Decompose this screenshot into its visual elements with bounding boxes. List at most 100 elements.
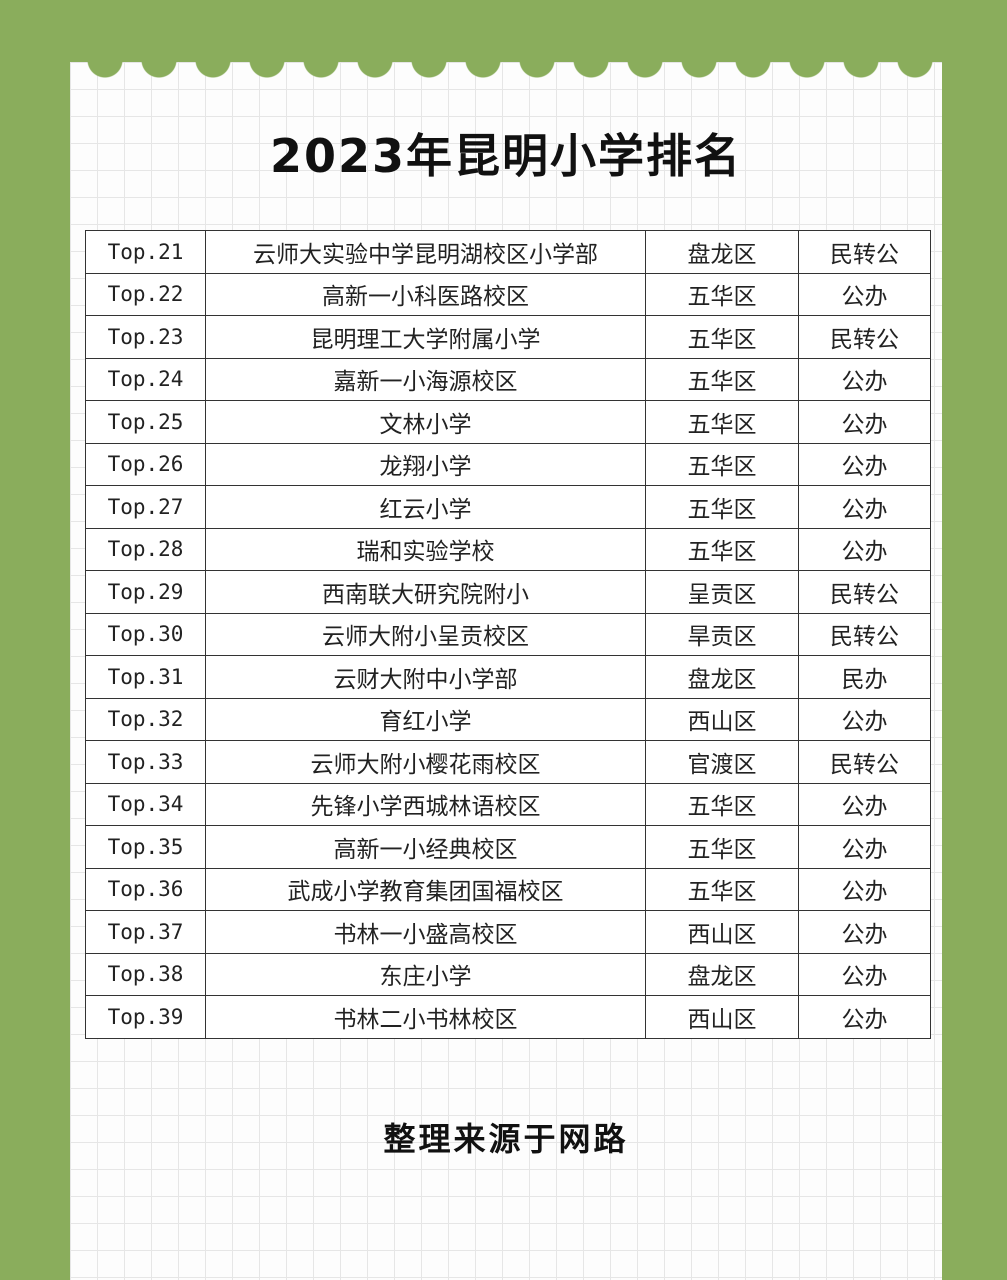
rank: Top.22 — [85, 272, 206, 316]
district: 五华区 — [645, 867, 799, 911]
school-name: 云师大附小樱花雨校区 — [205, 740, 646, 784]
rank: Top.27 — [85, 485, 206, 529]
school-name: 红云小学 — [205, 485, 646, 529]
rank: Top.38 — [85, 952, 206, 996]
school-name: 先锋小学西城林语校区 — [205, 782, 646, 826]
district: 五华区 — [645, 825, 799, 869]
table-row: Top.27 红云小学 五华区 公办 — [85, 485, 931, 529]
school-type: 公办 — [798, 910, 931, 954]
school-name: 嘉新一小海源校区 — [205, 357, 646, 401]
school-type: 民转公 — [798, 570, 931, 614]
district: 西山区 — [645, 697, 799, 741]
school-name: 瑞和实验学校 — [205, 527, 646, 571]
district: 官渡区 — [645, 740, 799, 784]
school-name: 高新一小科医路校区 — [205, 272, 646, 316]
table-row: Top.33 云师大附小樱花雨校区 官渡区 民转公 — [85, 740, 931, 784]
table-row: Top.38 东庄小学 盘龙区 公办 — [85, 952, 931, 996]
district: 五华区 — [645, 272, 799, 316]
rank: Top.31 — [85, 655, 206, 699]
table-row: Top.32 育红小学 西山区 公办 — [85, 697, 931, 741]
school-name: 龙翔小学 — [205, 442, 646, 486]
school-name: 武成小学教育集团国福校区 — [205, 867, 646, 911]
school-type: 公办 — [798, 400, 931, 444]
rank: Top.26 — [85, 442, 206, 486]
district: 盘龙区 — [645, 952, 799, 996]
district: 五华区 — [645, 442, 799, 486]
table-row: Top.30 云师大附小呈贡校区 旱贡区 民转公 — [85, 612, 931, 656]
school-type: 民转公 — [798, 740, 931, 784]
paper: 2023年昆明小学排名 Top.21 云师大实验中学昆明湖校区小学部 盘龙区 民转公 T… — [70, 60, 942, 1280]
school-name: 文林小学 — [205, 400, 646, 444]
rank: Top.21 — [85, 230, 206, 274]
table-row: Top.35 高新一小经典校区 五华区 公办 — [85, 825, 931, 869]
district: 旱贡区 — [645, 612, 799, 656]
table-row: Top.24 嘉新一小海源校区 五华区 公办 — [85, 357, 931, 401]
school-name: 书林二小书林校区 — [205, 995, 646, 1039]
school-type: 公办 — [798, 272, 931, 316]
school-type: 公办 — [798, 867, 931, 911]
school-type: 公办 — [798, 442, 931, 486]
district: 五华区 — [645, 357, 799, 401]
school-type: 公办 — [798, 825, 931, 869]
district: 五华区 — [645, 782, 799, 826]
district: 西山区 — [645, 910, 799, 954]
table-row: Top.21 云师大实验中学昆明湖校区小学部 盘龙区 民转公 — [85, 230, 931, 274]
district: 五华区 — [645, 400, 799, 444]
school-name: 云财大附中小学部 — [205, 655, 646, 699]
school-name: 高新一小经典校区 — [205, 825, 646, 869]
title: 2023年昆明小学排名 — [269, 129, 743, 183]
school-type: 公办 — [798, 357, 931, 401]
district: 呈贡区 — [645, 570, 799, 614]
rank: Top.34 — [85, 782, 206, 826]
district: 盘龙区 — [645, 230, 799, 274]
school-name: 云师大实验中学昆明湖校区小学部 — [205, 230, 646, 274]
district: 西山区 — [645, 995, 799, 1039]
table-row: Top.31 云财大附中小学部 盘龙区 民办 — [85, 655, 931, 699]
school-type: 公办 — [798, 782, 931, 826]
school-name: 育红小学 — [205, 697, 646, 741]
rank: Top.33 — [85, 740, 206, 784]
school-type: 民办 — [798, 655, 931, 699]
footer-note: 整理来源于网路 — [383, 1120, 629, 1158]
rank: Top.32 — [85, 697, 206, 741]
table-row: Top.23 昆明理工大学附属小学 五华区 民转公 — [85, 315, 931, 359]
school-name: 书林一小盛高校区 — [205, 910, 646, 954]
table-row: Top.36 武成小学教育集团国福校区 五华区 公办 — [85, 867, 931, 911]
district: 五华区 — [645, 315, 799, 359]
table-row: Top.39 书林二小书林校区 西山区 公办 — [85, 995, 931, 1039]
table-row: Top.28 瑞和实验学校 五华区 公办 — [85, 527, 931, 571]
rank: Top.35 — [85, 825, 206, 869]
table-row: Top.25 文林小学 五华区 公办 — [85, 400, 931, 444]
school-type: 公办 — [798, 952, 931, 996]
district: 五华区 — [645, 485, 799, 529]
school-type: 民转公 — [798, 230, 931, 274]
table-row: Top.37 书林一小盛高校区 西山区 公办 — [85, 910, 931, 954]
school-name: 西南联大研究院附小 — [205, 570, 646, 614]
school-type: 公办 — [798, 527, 931, 571]
rank: Top.29 — [85, 570, 206, 614]
rank: Top.25 — [85, 400, 206, 444]
school-type: 民转公 — [798, 315, 931, 359]
school-type: 公办 — [798, 995, 931, 1039]
table-row: Top.22 高新一小科医路校区 五华区 公办 — [85, 272, 931, 316]
district: 盘龙区 — [645, 655, 799, 699]
school-type: 公办 — [798, 485, 931, 529]
rank: Top.23 — [85, 315, 206, 359]
school-type: 公办 — [798, 697, 931, 741]
school-name: 云师大附小呈贡校区 — [205, 612, 646, 656]
rank: Top.39 — [85, 995, 206, 1039]
scallop-edge — [70, 60, 942, 84]
ranking-table: Top.21 云师大实验中学昆明湖校区小学部 盘龙区 民转公 Top.22 高新一小科医路… — [85, 230, 931, 1039]
table-row: Top.29 西南联大研究院附小 呈贡区 民转公 — [85, 570, 931, 614]
rank: Top.37 — [85, 910, 206, 954]
school-name: 东庄小学 — [205, 952, 646, 996]
rank: Top.36 — [85, 867, 206, 911]
district: 五华区 — [645, 527, 799, 571]
table-row: Top.26 龙翔小学 五华区 公办 — [85, 442, 931, 486]
school-type: 民转公 — [798, 612, 931, 656]
school-name: 昆明理工大学附属小学 — [205, 315, 646, 359]
rank: Top.28 — [85, 527, 206, 571]
table-row: Top.34 先锋小学西城林语校区 五华区 公办 — [85, 782, 931, 826]
rank: Top.30 — [85, 612, 206, 656]
